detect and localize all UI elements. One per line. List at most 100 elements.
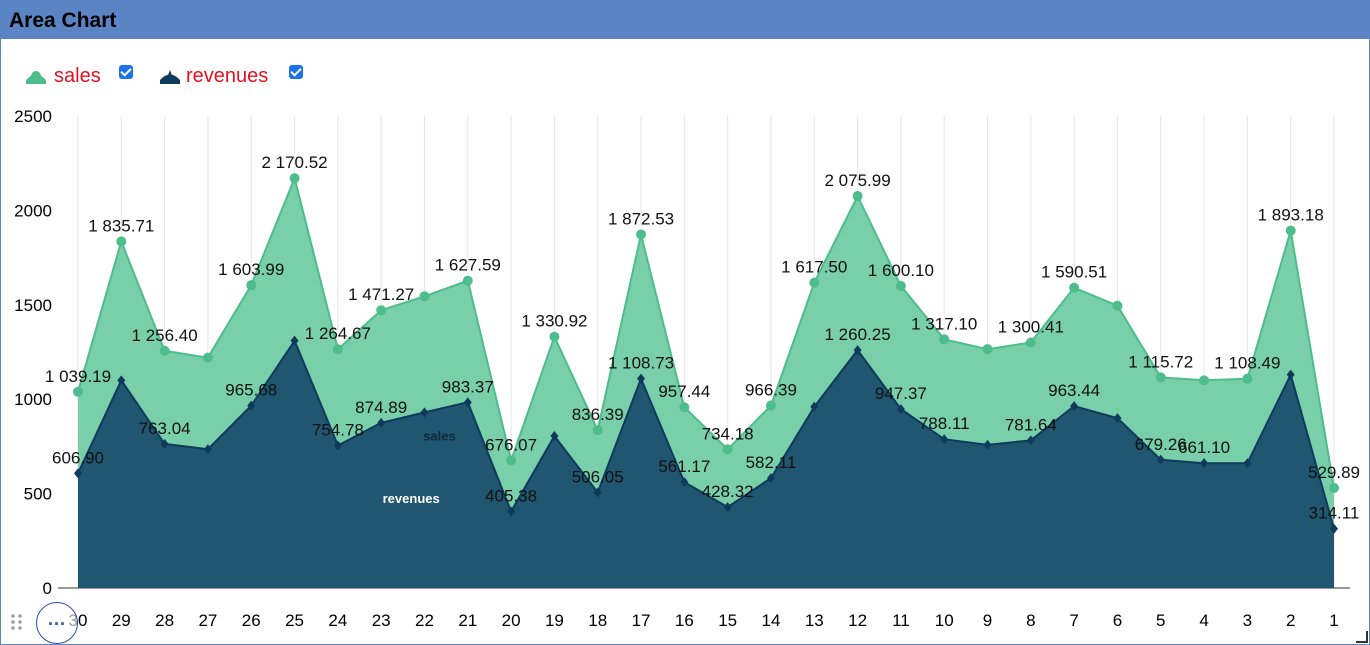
- point-revenues: [1330, 523, 1338, 534]
- point-revenues: [290, 335, 299, 346]
- x-tick-label: 29: [112, 611, 131, 630]
- data-label-sales: 676.07: [485, 435, 537, 454]
- x-tick-label: 13: [805, 611, 824, 630]
- title-bar: Area Chart: [1, 1, 1369, 39]
- x-tick-label: 16: [675, 611, 694, 630]
- data-label-sales: 1 039.19: [45, 367, 111, 386]
- point-sales: [1285, 225, 1296, 236]
- x-tick-label: 15: [718, 611, 737, 630]
- y-tick-label: 2500: [14, 107, 52, 126]
- point-sales: [636, 229, 647, 240]
- point-sales: [982, 344, 993, 355]
- point-sales: [332, 344, 343, 355]
- point-revenues: [810, 401, 819, 412]
- area-revenues: [78, 340, 1334, 588]
- legend-checkbox-revenues[interactable]: [289, 65, 303, 79]
- x-tick-label: 27: [198, 611, 217, 630]
- data-label-revenues: 679.26: [1135, 435, 1187, 454]
- area-label: revenues: [383, 491, 440, 506]
- x-tick-label: 12: [848, 611, 867, 630]
- x-tick-label: 10: [935, 611, 954, 630]
- x-tick-label: 7: [1069, 611, 1078, 630]
- x-tick-label: 9: [983, 611, 992, 630]
- y-tick-label: 1500: [14, 296, 52, 315]
- x-tick-label: 28: [155, 611, 174, 630]
- point-revenues: [1286, 369, 1295, 380]
- data-label-sales: 1 330.92: [521, 312, 587, 331]
- y-tick-label: 1000: [14, 390, 52, 409]
- data-label-sales: 1 872.53: [608, 209, 674, 228]
- data-label-revenues: 428.32: [702, 482, 754, 501]
- point-revenues: [1200, 458, 1209, 469]
- point-sales: [895, 280, 906, 291]
- point-revenues: [377, 417, 386, 428]
- point-revenues: [766, 473, 775, 484]
- point-revenues: [463, 397, 472, 408]
- data-label-revenues: 947.37: [875, 384, 927, 403]
- data-label-revenues: 405.38: [485, 486, 537, 505]
- x-tick-label: 2: [1286, 611, 1295, 630]
- point-revenues: [74, 468, 82, 479]
- data-label-sales: 1 600.10: [868, 261, 934, 280]
- point-revenues: [896, 404, 905, 415]
- point-sales: [246, 280, 257, 291]
- x-tick-label: 20: [502, 611, 521, 630]
- data-label-sales: 1 471.27: [348, 285, 414, 304]
- legend-marker-revenues: [160, 70, 180, 84]
- more-options-button[interactable]: ...: [36, 602, 78, 644]
- x-tick-label: 8: [1026, 611, 1035, 630]
- point-revenues: [247, 400, 256, 411]
- data-label-sales: 1 256.40: [132, 326, 198, 345]
- data-label-sales: 2 170.52: [261, 153, 327, 172]
- point-sales: [1329, 482, 1339, 493]
- x-tick-label: 24: [328, 611, 347, 630]
- point-revenues: [940, 434, 949, 445]
- x-tick-label: 4: [1199, 611, 1208, 630]
- data-label-sales: 1 264.67: [305, 324, 371, 343]
- resize-handle-icon[interactable]: [1356, 631, 1368, 643]
- more-icon: ...: [48, 609, 67, 629]
- legend-marker-sales: [26, 71, 46, 84]
- point-sales: [765, 400, 776, 411]
- point-revenues: [1026, 435, 1035, 446]
- point-revenues: [983, 439, 992, 450]
- point-revenues: [1070, 401, 1079, 412]
- x-tick-label: 17: [632, 611, 651, 630]
- x-tick-label: 5: [1156, 611, 1165, 630]
- y-tick-label: 500: [24, 485, 52, 504]
- point-sales: [939, 334, 950, 345]
- point-sales: [116, 236, 127, 247]
- point-sales: [376, 305, 387, 316]
- point-sales: [1199, 375, 1210, 386]
- data-label-revenues: 506.05: [572, 467, 624, 486]
- data-label-sales: 1 617.50: [781, 258, 847, 277]
- point-sales: [419, 291, 430, 302]
- y-tick-label: 0: [43, 579, 52, 598]
- point-sales: [1069, 282, 1080, 293]
- point-revenues: [637, 373, 646, 384]
- x-tick-label: 14: [762, 611, 781, 630]
- drag-handle-icon[interactable]: [10, 613, 24, 631]
- data-label-sales: 836.39: [572, 405, 624, 424]
- point-sales: [1155, 372, 1166, 383]
- data-label-revenues: 874.89: [355, 398, 407, 417]
- point-revenues: [420, 407, 429, 418]
- point-sales: [1242, 373, 1253, 384]
- point-sales: [1025, 337, 1036, 348]
- y-tick-label: 2000: [14, 201, 52, 220]
- point-revenues: [333, 440, 342, 451]
- point-sales: [73, 386, 83, 397]
- point-revenues: [160, 438, 169, 449]
- x-tick-label: 6: [1113, 611, 1122, 630]
- line-sales: [77, 174, 1335, 489]
- data-label-revenues: 314.11: [1309, 504, 1360, 523]
- data-label-sales: 1 893.18: [1258, 206, 1324, 225]
- point-revenues: [117, 375, 126, 386]
- x-tick-label: 21: [458, 611, 477, 630]
- data-label-revenues: 754.78: [312, 420, 364, 439]
- point-revenues: [507, 506, 516, 517]
- point-sales: [809, 277, 820, 288]
- data-label-revenues: 781.64: [1005, 415, 1057, 434]
- data-label-sales: 1 835.71: [88, 216, 154, 235]
- legend-checkbox-sales[interactable]: [119, 65, 133, 79]
